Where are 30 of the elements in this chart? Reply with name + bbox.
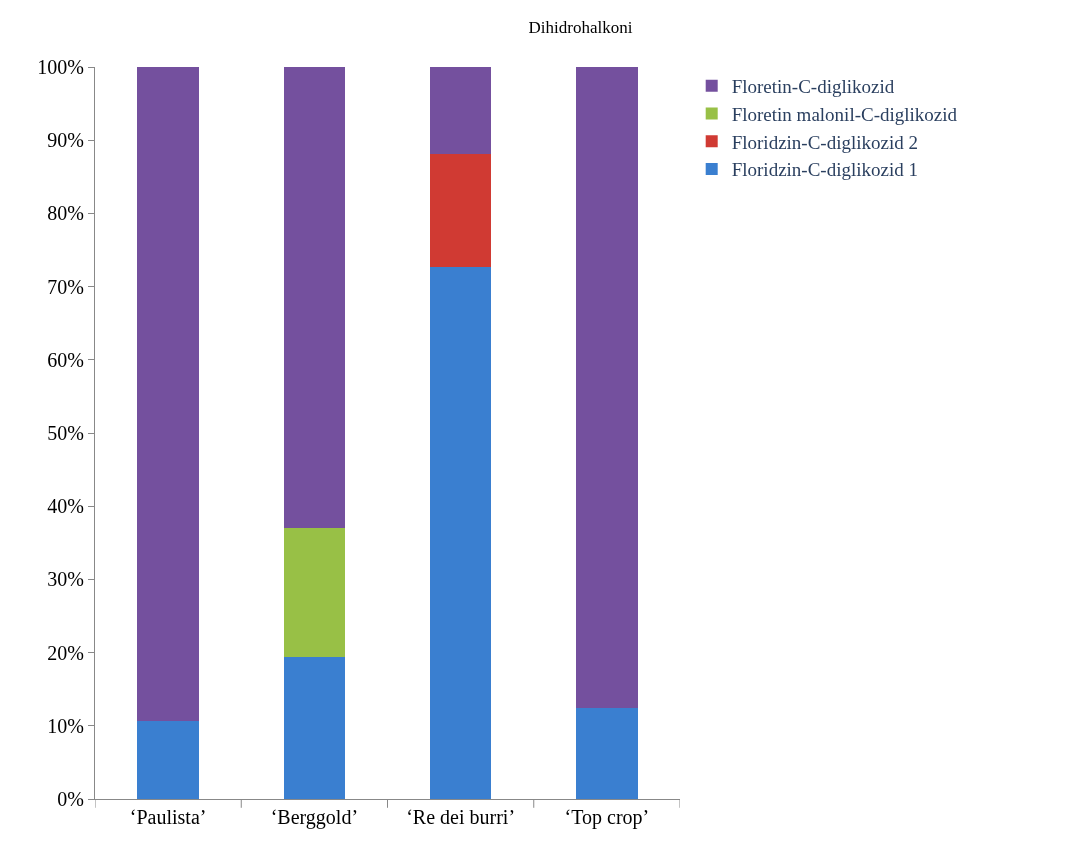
- bar: [283, 528, 346, 657]
- bar: [429, 67, 492, 155]
- legend-label: Floretin-C-diglikozid: [731, 76, 895, 98]
- legend-label: Floridzin-C-diglikozid 2: [731, 131, 918, 153]
- y-tick-label: 0%: [57, 788, 84, 810]
- bar: [429, 266, 492, 799]
- bar: [576, 708, 638, 799]
- y-tick-label: 60%: [47, 348, 84, 371]
- x-tick-label: ‘Berggold’: [270, 806, 359, 829]
- x-tick-label: ‘Top crop’: [564, 806, 650, 829]
- y-tick-label: 50%: [47, 422, 84, 444]
- bar: [137, 720, 199, 799]
- y-tick-label: 10%: [47, 714, 84, 737]
- y-tick-label: 100%: [37, 56, 84, 78]
- y-tick-label: 30%: [47, 568, 84, 591]
- bar: [283, 656, 346, 799]
- bar: [429, 154, 492, 267]
- bar: [137, 67, 199, 721]
- bar: [576, 67, 638, 709]
- y-tick-label: 90%: [47, 129, 84, 152]
- bar: [283, 67, 346, 529]
- y-tick-label: 80%: [47, 202, 84, 225]
- legend-label: Floretin malonil-C-diglikozid: [731, 103, 958, 125]
- y-tick-label: 20%: [47, 641, 84, 664]
- x-tick-label: ‘Paulista’: [129, 806, 207, 828]
- y-tick-label: 40%: [47, 495, 84, 518]
- x-tick-label: ‘Re dei burri’: [406, 806, 516, 828]
- chart-title: Dihidrohalkoni: [528, 18, 633, 38]
- legend-label: Floridzin-C-diglikozid 1: [731, 159, 918, 181]
- y-tick-label: 70%: [47, 275, 84, 298]
